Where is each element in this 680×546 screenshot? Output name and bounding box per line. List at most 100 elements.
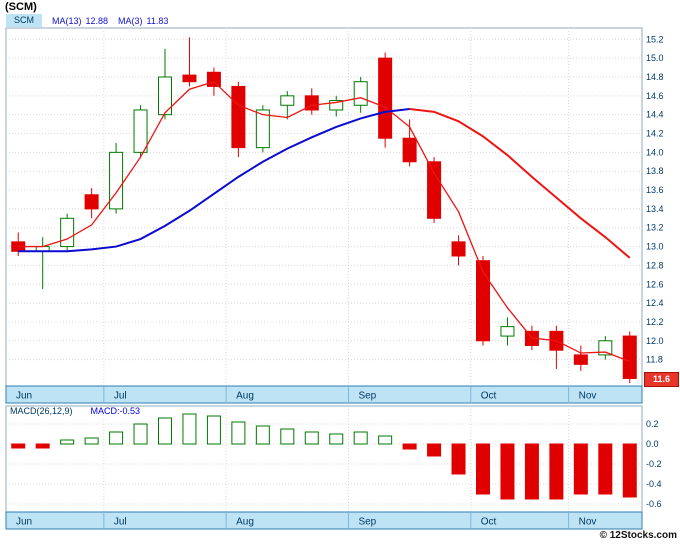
macd-bar (500, 443, 515, 500)
ma3-value: 11.83 (146, 15, 169, 26)
macd-bar (255, 425, 270, 445)
month-label: Nov (579, 391, 597, 402)
ma13-label: MA(13) (52, 15, 82, 26)
macd-bar (427, 443, 442, 457)
ma3-label: MA(3) (118, 15, 143, 26)
macd-bar (158, 417, 172, 445)
page-title: (SCM) (5, 1, 37, 13)
macd-plot-area (5, 405, 643, 513)
last-price-badge: 11.6 (644, 372, 679, 387)
month-label: Sep (358, 517, 376, 528)
candlestick (378, 52, 393, 148)
macd-tick-label: 0.2 (646, 419, 659, 429)
macd-bar (451, 443, 466, 475)
ma13-line-rising (18, 108, 410, 253)
month-label: Jul (114, 517, 127, 528)
macd-bar (231, 421, 246, 445)
macd-bar (60, 439, 75, 445)
macd-bar (402, 443, 417, 450)
macd-bars (11, 413, 637, 500)
macd-bar (280, 428, 295, 445)
price-tick-label: 12.2 (646, 317, 664, 327)
month-label: Sep (358, 391, 376, 402)
candlestick (329, 95, 344, 117)
candlestick (182, 37, 197, 87)
macd-tick-label: -0.4 (646, 479, 662, 489)
candlestick (133, 105, 148, 158)
macd-value-label: MACD:-0.53 (90, 406, 141, 416)
candlestick (598, 336, 613, 360)
price-tick-label: 13.4 (646, 204, 664, 214)
ma3-legend: MA(3) 11.83 (118, 16, 168, 26)
price-axis-labels: 15.2 15.0 14.8 14.6 14.4 14.2 14.0 13.8 13.6 13.4… (646, 34, 664, 364)
price-tick-label: 13.8 (646, 166, 664, 176)
month-label: Jun (16, 391, 32, 402)
macd-bar (206, 415, 221, 445)
chart-legend: SCM MA(13) 12.88 MA(3) 11.83 (6, 14, 168, 27)
macd-bar (524, 443, 539, 500)
candlestick (158, 48, 172, 120)
symbol-badge: SCM (6, 14, 42, 27)
price-tick-label: 12.0 (646, 336, 664, 346)
price-tick-label: 12.8 (646, 260, 664, 270)
macd-bar (133, 423, 148, 445)
macd-bar (304, 431, 319, 445)
macd-axis-labels: 0.2 0.0 -0.2 -0.4 -0.6 (646, 419, 662, 509)
macd-bar (573, 443, 588, 495)
macd-bar (182, 413, 197, 445)
candlestick (84, 188, 99, 219)
macd-gridlines (6, 406, 642, 512)
macd-tick-label: 0.0 (646, 439, 659, 449)
month-label: Jul (114, 391, 127, 402)
candlestick (451, 235, 466, 266)
macd-tick-label: -0.6 (646, 499, 662, 509)
candlestick (427, 157, 442, 224)
candlestick (500, 317, 515, 346)
price-tick-label: 12.4 (646, 298, 664, 308)
macd-bar (598, 443, 613, 495)
candlestick (255, 105, 270, 153)
price-tick-label: 15.2 (646, 34, 664, 44)
candlestick (573, 345, 588, 371)
ma13-legend: MA(13) 12.88 (52, 16, 108, 26)
ma3-line (18, 80, 631, 363)
candlestick (109, 142, 124, 214)
candlestick (622, 331, 637, 384)
macd-bar (476, 443, 490, 495)
macd-params-label: MACD(26,12,9) (10, 406, 73, 416)
price-tick-label: 12.6 (646, 279, 664, 289)
month-label: Nov (579, 517, 597, 528)
month-label: Aug (236, 517, 254, 528)
price-tick-label: 14.4 (646, 110, 664, 120)
macd-legend: MACD(26,12,9) MACD:-0.53 (10, 406, 140, 416)
price-plot-area (5, 27, 643, 387)
macd-bar (109, 431, 124, 445)
ma13-line-falling (409, 108, 631, 259)
month-label: Jun (16, 517, 32, 528)
macd-bar (549, 443, 564, 500)
price-tick-label: 13.6 (646, 185, 664, 195)
ma13-value: 12.88 (85, 15, 109, 26)
month-axis-band: Jun Jul Aug Sep Oct Nov (5, 511, 643, 530)
macd-tick-label: -0.2 (646, 459, 662, 469)
month-axis-band: Jun Jul Aug Sep Oct Nov (5, 385, 643, 404)
price-gridlines (6, 38, 642, 361)
month-label: Oct (481, 391, 497, 402)
macd-bar (378, 435, 393, 445)
macd-bar (84, 437, 99, 445)
price-tick-label: 15.0 (646, 53, 664, 63)
month-label: Aug (236, 391, 254, 402)
macd-bar (622, 443, 637, 498)
candlestick (280, 91, 295, 120)
site-credit-link[interactable]: © 12Stocks.com (599, 530, 677, 541)
macd-bar (11, 443, 26, 449)
macd-bar (35, 443, 50, 449)
candlestick (60, 213, 75, 252)
price-tick-label: 13.0 (646, 242, 664, 252)
price-tick-label: 14.8 (646, 72, 664, 82)
macd-bar (353, 431, 368, 445)
price-tick-label: 13.2 (646, 223, 664, 233)
price-tick-label: 14.2 (646, 129, 664, 139)
